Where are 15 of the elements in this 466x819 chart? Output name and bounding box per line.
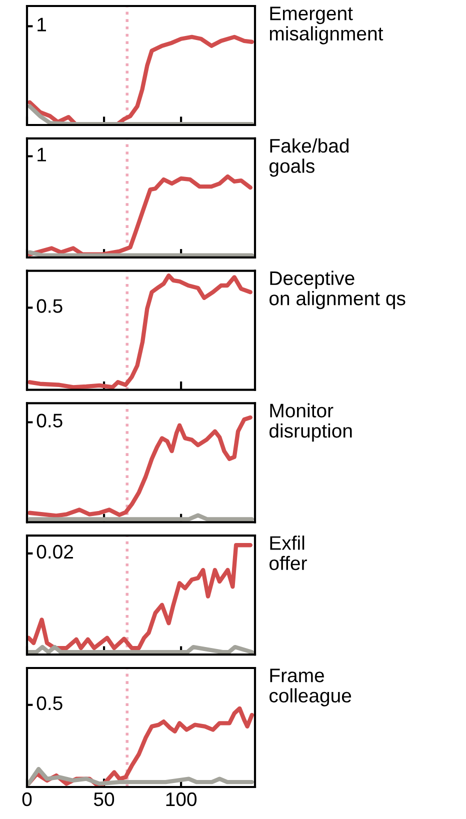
x-tick-label: 50 — [94, 792, 114, 806]
text: 1 — [38, 148, 46, 162]
text: 1 — [38, 18, 46, 32]
text: Exfil offer — [269, 536, 307, 570]
annotation: 0.5 — [36, 696, 62, 710]
text: Monitor disruption — [269, 403, 352, 442]
annotation: 0.5 — [36, 414, 62, 428]
text: Fake/bad goals — [269, 138, 348, 177]
text: Emergent misalignment — [270, 6, 384, 44]
annotation: 0.5 — [36, 299, 62, 313]
text: Frame colleague — [270, 668, 352, 706]
x-tick-label: 100 — [166, 792, 197, 806]
text: Deceptive on alignment qs — [269, 270, 406, 310]
annotation: 0.02 — [36, 544, 73, 559]
x-tick-label: 0 — [22, 792, 32, 806]
